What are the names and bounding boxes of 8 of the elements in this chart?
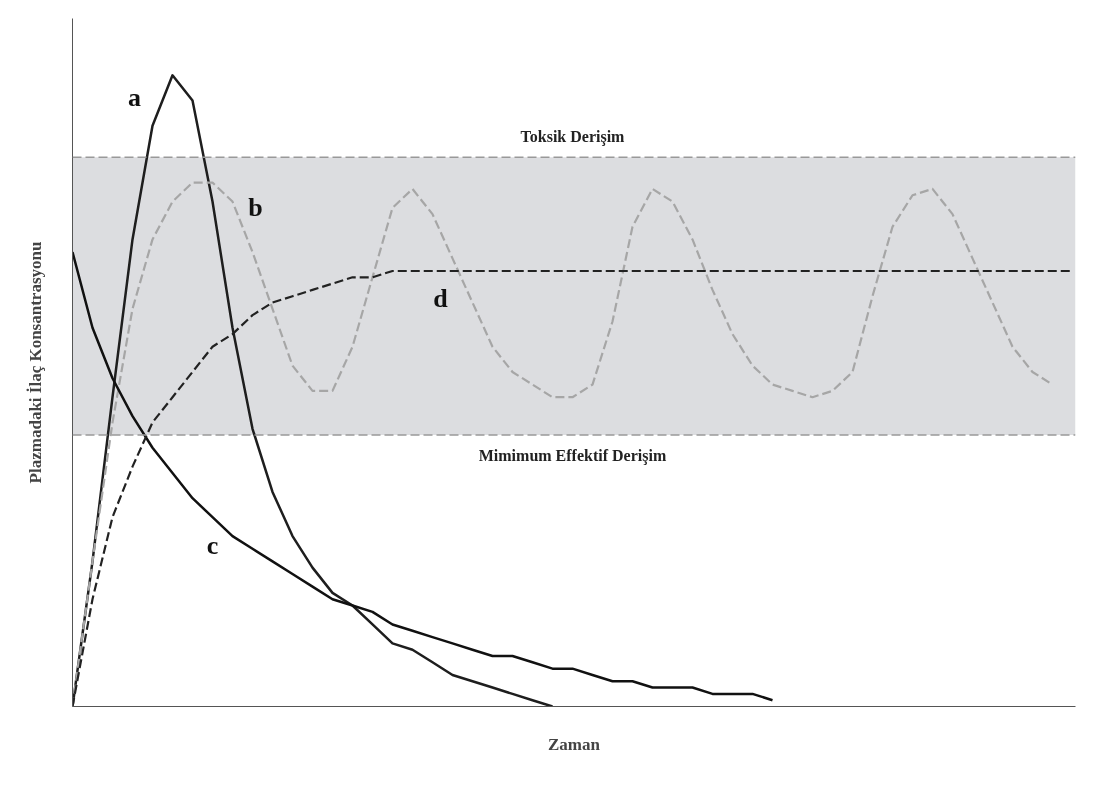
- series-label: a: [128, 82, 141, 112]
- x-axis-title: Zaman: [548, 734, 601, 754]
- ref-line-label: Toksik Derişim: [520, 128, 626, 147]
- series-label: c: [206, 530, 219, 560]
- series-label: d: [433, 284, 449, 314]
- y-axis-title: Plazmadaki İlaç Konsantrasyonu: [25, 241, 45, 484]
- ref-line-label: Mimimum Effektif Derişim: [478, 447, 667, 466]
- series-label: b: [248, 193, 263, 223]
